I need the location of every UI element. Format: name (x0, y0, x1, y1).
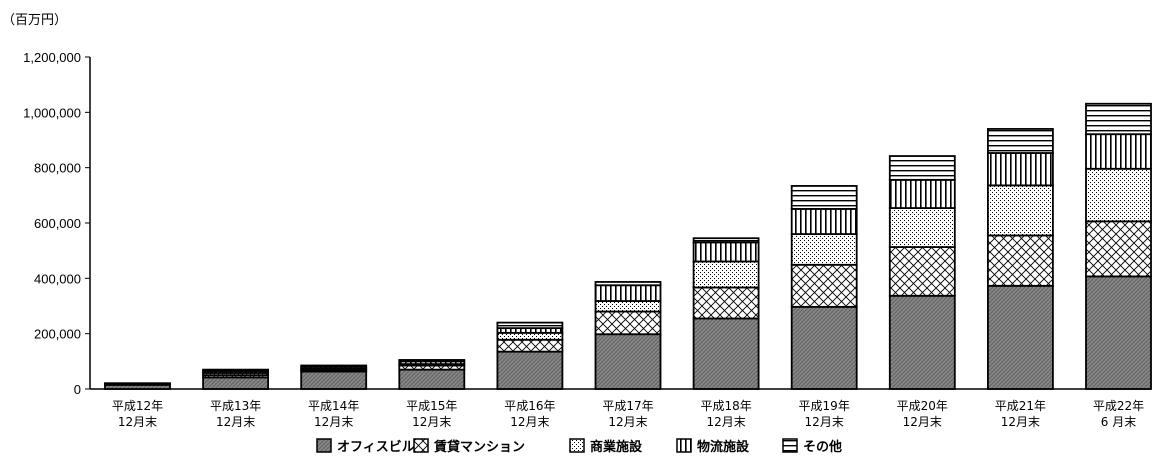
legend-label: 物流施設 (697, 439, 750, 455)
bar-segment (594, 333, 662, 390)
x-tick-label: 平成15年 (406, 399, 457, 413)
bar-segment (987, 284, 1054, 390)
legend-label: 商業施設 (590, 439, 643, 455)
bar-segment (496, 321, 564, 330)
legend-label: オフィスビル (337, 439, 415, 455)
x-tick-label: 平成19年 (799, 399, 850, 413)
x-tick-label: 平成18年 (700, 399, 751, 413)
bar-segment (987, 184, 1054, 237)
x-tick-label: 平成21年 (995, 399, 1046, 413)
legend-label: その他 (803, 439, 842, 455)
bar-segment (790, 185, 858, 210)
bar-segment (888, 155, 956, 181)
x-tick-label: 12月末 (903, 415, 942, 429)
bar-segment (888, 246, 956, 297)
y-unit-label: （百万円） (2, 13, 67, 28)
legend-swatch (413, 438, 429, 453)
bar-segment (888, 207, 956, 248)
bar-segment (1085, 275, 1152, 390)
bar-segment (888, 178, 956, 209)
bar-segment (594, 281, 662, 287)
bar-segment (987, 152, 1054, 187)
x-tick-label: 12月末 (118, 415, 157, 429)
bar-segment (496, 350, 564, 390)
bar-segment (202, 368, 270, 372)
x-tick-label: 12月末 (608, 415, 647, 429)
x-tick-label: 12月末 (510, 415, 549, 429)
y-axis: 0 200,000 400,000 600,000 800,000 1,000,000 1,… (23, 50, 1150, 397)
bar-segment (1085, 133, 1152, 170)
x-tick-label: 12月末 (216, 415, 255, 429)
bar-segment (300, 364, 368, 368)
bar-segment (692, 241, 760, 263)
bar-segment (692, 286, 760, 320)
x-tick-label: 平成17年 (602, 399, 653, 413)
legend-swatch (316, 438, 332, 453)
bar-segment (1085, 167, 1152, 223)
bar-segment (398, 368, 466, 390)
bar-segment (496, 331, 564, 341)
legend: オフィスビル 賃貸マンション 商業施設 物流施設 その他 (316, 438, 842, 455)
bar-segment (692, 317, 760, 390)
y-tick-label: 1,000,000 (23, 105, 81, 120)
bar-segment (1085, 220, 1152, 278)
x-tick-label: 平成12年 (112, 399, 163, 413)
x-tick-label: 平成16年 (504, 399, 555, 413)
y-tick-label: 400,000 (34, 271, 81, 286)
x-tick-label: 平成14年 (308, 399, 359, 413)
x-tick-label: 12月末 (805, 415, 844, 429)
bars (104, 102, 1152, 390)
bar-segment (594, 310, 662, 336)
bar-segment (594, 284, 662, 302)
y-tick-label: 0 (74, 382, 81, 397)
y-tick-label: 1,200,000 (23, 50, 81, 65)
bar-segment (202, 376, 270, 390)
x-tick-label: 6 月末 (1101, 415, 1136, 429)
bar-segment (692, 237, 760, 244)
x-axis-labels: 平成12年 12月末 平成13年 12月末 平成14年 12月末 平成15年 12月末 平成16… (112, 399, 1144, 429)
bar-segment (594, 300, 662, 313)
x-tick-label: 12月末 (1001, 415, 1040, 429)
x-tick-label: 平成22年 (1093, 399, 1144, 413)
bar-segment (987, 128, 1054, 154)
x-tick-label: 12月末 (314, 415, 353, 429)
bar-segment (692, 260, 760, 289)
bar-segment (398, 359, 466, 363)
bar-segment (496, 338, 564, 353)
y-tick-label: 800,000 (34, 161, 81, 176)
legend-swatch (782, 438, 798, 453)
x-tick-label: 平成13年 (210, 399, 261, 413)
bar-segment (790, 305, 858, 390)
bar-segment (790, 207, 858, 235)
bar-segment (790, 233, 858, 266)
bar-segment (888, 294, 956, 390)
x-tick-label: 平成20年 (897, 399, 948, 413)
y-tick-label: 200,000 (34, 327, 81, 342)
legend-swatch (676, 438, 692, 453)
legend-label: 賃貸マンション (433, 439, 525, 455)
bar-segment (300, 370, 368, 390)
bar-segment (987, 234, 1054, 287)
bar-segment (790, 263, 858, 308)
legend-swatch (569, 438, 585, 453)
x-tick-label: 12月末 (412, 415, 451, 429)
x-tick-label: 12月末 (706, 415, 745, 429)
bar-segment (1085, 102, 1152, 136)
y-tick-label: 600,000 (34, 216, 81, 231)
